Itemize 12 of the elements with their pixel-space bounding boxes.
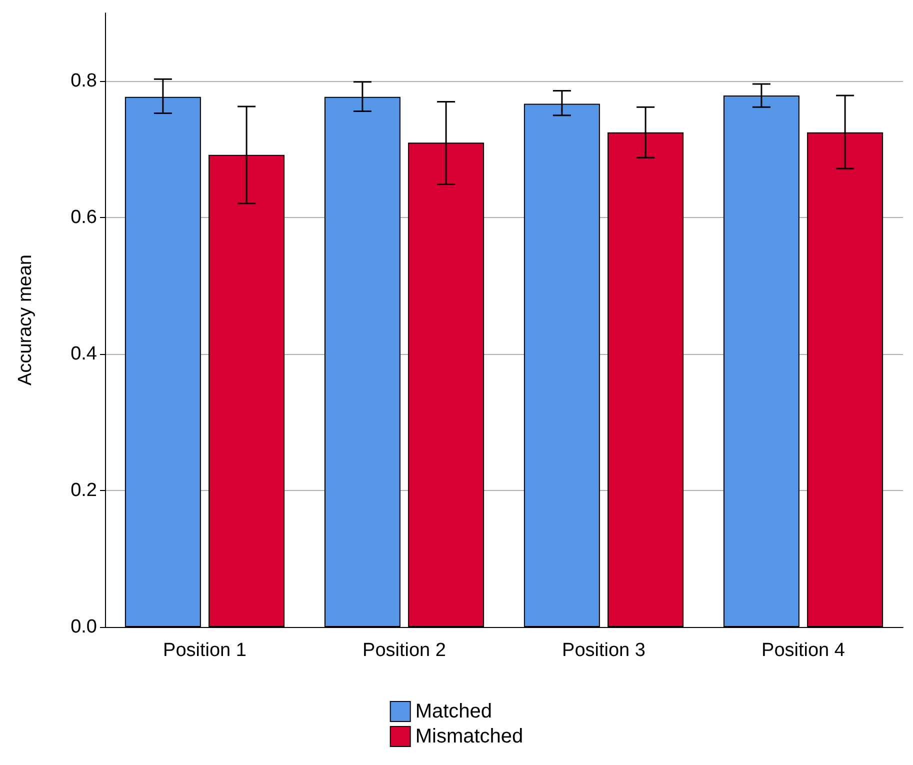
- x-tick-label: Position 4: [762, 640, 846, 661]
- y-tick-label: 0.2: [70, 480, 97, 502]
- x-tick-label: Position 1: [163, 640, 246, 661]
- y-tick-label: 0.8: [70, 70, 97, 92]
- legend-label: Mismatched: [415, 726, 524, 748]
- y-axis-title: Accuracy mean: [15, 254, 36, 386]
- y-tick-label: 0.0: [70, 616, 97, 638]
- legend-label: Matched: [415, 700, 492, 722]
- x-tick-label: Position 2: [362, 640, 446, 661]
- y-tick-label: 0.6: [70, 207, 97, 228]
- x-tick-label: Position 3: [562, 640, 646, 661]
- y-tick-label: 0.4: [70, 344, 98, 365]
